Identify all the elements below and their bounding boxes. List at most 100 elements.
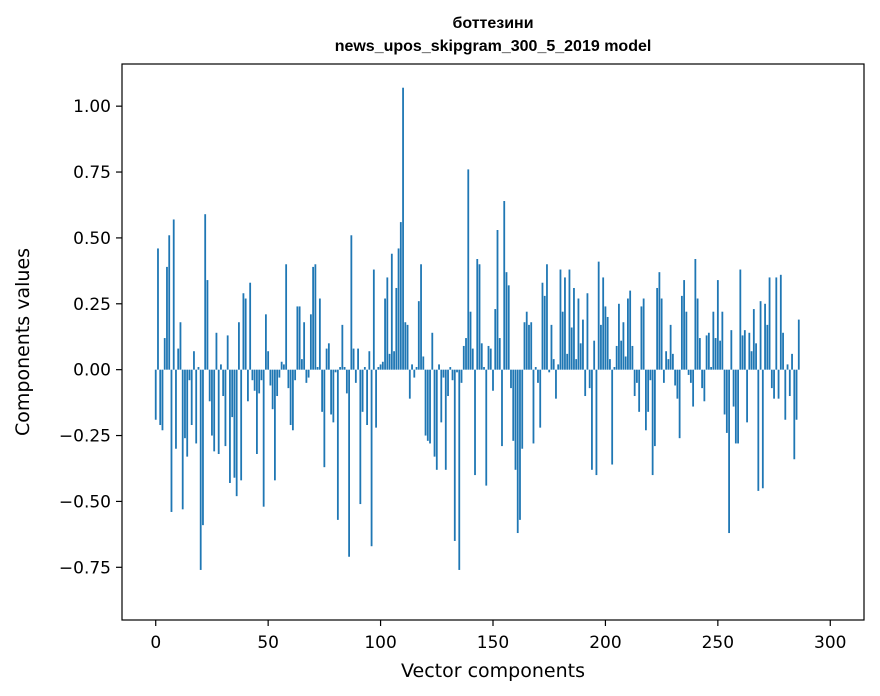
bar xyxy=(577,298,580,370)
bar xyxy=(498,338,501,370)
bar xyxy=(539,369,542,428)
bar xyxy=(591,369,593,470)
bar xyxy=(528,324,530,370)
bar xyxy=(325,348,328,370)
y-tick-label: 1.00 xyxy=(73,97,111,117)
bar xyxy=(656,287,659,370)
bar xyxy=(629,290,632,370)
bar xyxy=(166,266,168,370)
bar xyxy=(233,369,236,478)
bar xyxy=(242,293,245,370)
bar xyxy=(260,369,263,381)
bar xyxy=(694,259,697,370)
bar xyxy=(368,351,371,370)
bar xyxy=(638,369,641,412)
bar xyxy=(582,319,584,370)
bar xyxy=(381,361,384,370)
bar xyxy=(501,369,503,447)
bar xyxy=(732,369,735,407)
bar xyxy=(739,269,742,370)
bar xyxy=(575,359,578,370)
bar xyxy=(370,369,373,547)
bar xyxy=(161,369,164,431)
y-axis-label: Components values xyxy=(12,248,34,436)
bar xyxy=(244,298,247,370)
y-tick-label: −0.25 xyxy=(59,427,111,447)
bar xyxy=(631,345,634,370)
bar xyxy=(584,369,587,397)
bar xyxy=(269,369,272,386)
bar xyxy=(757,369,760,491)
plot-frame xyxy=(121,63,865,621)
bar xyxy=(705,335,708,370)
bar xyxy=(723,369,726,415)
bar xyxy=(469,311,472,370)
bar xyxy=(636,369,638,383)
bar xyxy=(348,369,350,557)
bar xyxy=(213,369,216,452)
bar xyxy=(339,367,341,370)
bar xyxy=(291,369,294,431)
bar xyxy=(534,367,537,370)
bar xyxy=(748,332,751,370)
bar xyxy=(359,369,362,505)
bar xyxy=(559,269,562,370)
bar xyxy=(550,324,553,370)
bar xyxy=(424,369,427,436)
bar xyxy=(788,369,791,397)
bar xyxy=(537,369,539,383)
bar xyxy=(588,369,591,389)
bar xyxy=(172,219,175,370)
bar xyxy=(240,369,243,481)
bar xyxy=(211,369,213,436)
bar xyxy=(627,298,629,370)
bar xyxy=(741,335,744,370)
bar xyxy=(541,282,544,370)
bar xyxy=(253,369,256,391)
bar xyxy=(224,369,227,447)
bar xyxy=(447,369,449,397)
y-tick-label: −0.75 xyxy=(59,558,111,578)
bar xyxy=(685,311,688,370)
bar xyxy=(309,314,312,370)
bar xyxy=(487,345,490,370)
bar xyxy=(728,369,730,534)
bar xyxy=(471,348,474,370)
bar xyxy=(667,359,670,370)
bar xyxy=(719,340,721,370)
bar xyxy=(163,338,166,370)
bar xyxy=(217,369,220,454)
bar xyxy=(170,369,173,512)
bar xyxy=(399,222,402,370)
x-tick-label: 150 xyxy=(477,633,509,653)
bar xyxy=(408,369,411,399)
y-tick-label: 0.75 xyxy=(73,163,111,183)
bar xyxy=(323,369,326,468)
bar xyxy=(395,287,398,370)
bar xyxy=(208,369,211,402)
x-tick-label: 100 xyxy=(364,633,396,653)
bar xyxy=(611,369,614,465)
bar xyxy=(197,367,200,370)
bar xyxy=(750,351,753,370)
bar xyxy=(467,169,470,370)
bar xyxy=(202,369,204,526)
bar xyxy=(779,274,782,370)
bar xyxy=(530,322,533,370)
bar xyxy=(557,364,560,370)
x-tick-label: 50 xyxy=(257,633,279,653)
bar xyxy=(624,356,627,370)
bar xyxy=(480,343,483,370)
bar xyxy=(476,259,479,370)
bar xyxy=(357,348,359,370)
bar xyxy=(721,311,724,370)
bar xyxy=(440,369,443,423)
bar xyxy=(746,369,748,423)
bar xyxy=(784,369,787,420)
bar xyxy=(249,282,252,370)
bar xyxy=(377,367,380,370)
bar xyxy=(415,367,418,370)
bar xyxy=(649,369,652,381)
bar xyxy=(451,369,454,381)
bar xyxy=(653,369,656,447)
